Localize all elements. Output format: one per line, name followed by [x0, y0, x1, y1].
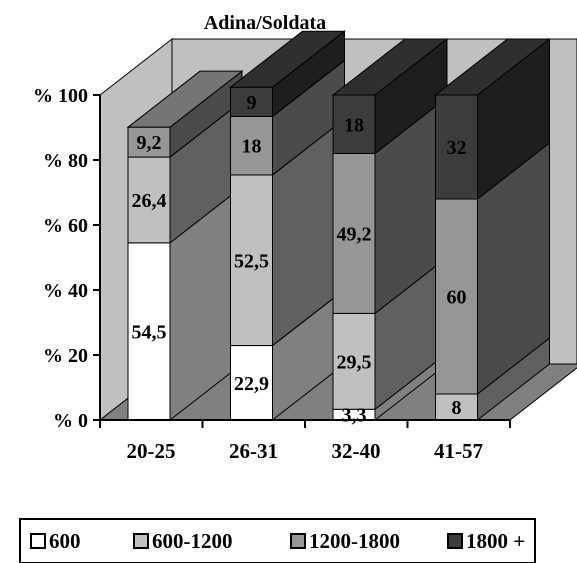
y-tick-label: % 40	[43, 280, 88, 302]
legend-label: 1800 +	[466, 529, 525, 553]
data-labels: 54,5 26,4 9,2 22,9 52,5 18 9 3,3 29,5 49,2 18 8 60 32	[132, 92, 467, 427]
bar-front	[127, 126, 171, 158]
data-label: 54,5	[132, 321, 167, 343]
bar-segment	[126, 70, 244, 159]
legend-swatch	[447, 533, 463, 549]
y-tick-label: % 100	[33, 85, 88, 107]
data-label: 52,5	[234, 250, 269, 272]
y-tick-label: % 0	[53, 410, 88, 432]
bar-top	[229, 30, 346, 88]
x-tick-label: 26-31	[229, 439, 278, 463]
bars	[126, 30, 551, 422]
data-label: 3,3	[342, 405, 367, 427]
chart-title: Adina/Soldata	[204, 12, 326, 34]
legend-label: 600	[49, 529, 81, 553]
data-label: 18	[242, 136, 262, 158]
bar-segment	[229, 30, 346, 118]
data-label: 60	[447, 287, 467, 309]
bar-segment	[331, 37, 449, 155]
data-label: 32	[447, 137, 467, 159]
data-label: 29,5	[337, 351, 372, 373]
bar-segment	[230, 59, 345, 176]
x-tick-label: 41-57	[434, 439, 483, 463]
bar-top	[434, 38, 551, 96]
x-tick-label: 20-25	[127, 439, 176, 463]
legend-swatch	[290, 533, 306, 549]
data-label: 22,9	[234, 373, 269, 395]
y-tick-label: % 80	[43, 150, 88, 172]
bar-segment	[435, 336, 550, 422]
legend: 600 600-1200 1200-1800 1800 +	[19, 518, 536, 563]
data-label: 18	[344, 114, 364, 136]
bar-front	[230, 174, 273, 347]
data-label: 8	[452, 397, 462, 419]
bar-segment	[435, 141, 550, 396]
bar-front	[230, 115, 273, 176]
legend-swatch	[133, 533, 149, 549]
bar-top	[126, 70, 244, 128]
bar-segment	[332, 256, 448, 411]
bar-segment	[332, 96, 448, 315]
bar-segment	[434, 37, 551, 201]
bar-front	[127, 242, 171, 421]
bar-front	[332, 94, 376, 154]
legend-swatch	[30, 533, 46, 549]
legend-label: 1200-1800	[309, 529, 400, 553]
data-label: 49,2	[337, 223, 372, 245]
data-label: 9	[247, 92, 257, 114]
bar-front	[435, 198, 478, 395]
y-tick-label: % 60	[43, 215, 88, 237]
y-tick-label: % 20	[43, 345, 88, 367]
x-tick-label: 32-40	[332, 439, 381, 463]
data-label: 9,2	[137, 132, 162, 154]
bar-segment	[230, 288, 345, 422]
legend-label: 600-1200	[152, 529, 233, 553]
data-label: 26,4	[132, 190, 167, 212]
axes: 20-25 26-31 32-40 41-57 % 0 % 20 % 40 % 60 % 80%…	[33, 85, 511, 463]
bar-top	[331, 38, 449, 96]
bar-front	[332, 153, 376, 314]
